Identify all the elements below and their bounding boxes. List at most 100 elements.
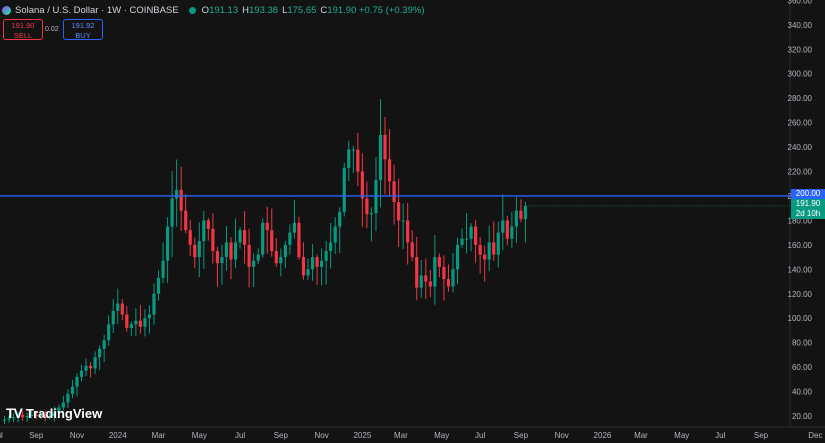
- symbol-header: Solana / U.S. Dollar · 1W · COINBASE O19…: [2, 3, 424, 17]
- tradingview-logo[interactable]: TV TradingView: [6, 405, 102, 421]
- candle-body: [52, 412, 56, 416]
- candle-body: [383, 134, 387, 160]
- candle-body: [519, 210, 523, 220]
- candle-body: [261, 222, 265, 255]
- high-value: 193.38: [249, 4, 279, 16]
- candle-body: [451, 269, 455, 287]
- candle-body: [342, 167, 346, 212]
- time-tick-label: Sep: [754, 431, 769, 440]
- candle-body: [175, 189, 179, 199]
- candle-body: [464, 238, 469, 240]
- candle-body: [270, 230, 274, 251]
- candle-body: [238, 230, 242, 243]
- ohlc-values: O191.13 H193.38 L175.65 C191.90 +0.75 (+…: [201, 4, 425, 16]
- candle-body: [387, 159, 392, 182]
- candle-body: [206, 220, 210, 229]
- candle-body: [220, 257, 224, 264]
- candle-body: [356, 149, 360, 172]
- candle-body: [315, 257, 319, 267]
- candle-body: [134, 320, 138, 325]
- time-tick-label: Jul: [475, 431, 485, 440]
- candle-body: [224, 242, 229, 258]
- horizontal-line-price-tag[interactable]: 200.00: [791, 189, 825, 199]
- tradingview-logo-icon: TV: [6, 405, 23, 421]
- candle-body: [492, 242, 496, 255]
- candle-body: [193, 244, 197, 258]
- candle-body: [211, 228, 215, 251]
- candle-body: [256, 254, 260, 261]
- candle-body: [419, 275, 423, 288]
- candle-body: [347, 149, 351, 168]
- candle-body: [2, 419, 7, 421]
- candle-body: [320, 260, 324, 267]
- candle-body: [138, 320, 142, 327]
- price-tick-label: 180.00: [788, 216, 813, 225]
- candle-body: [446, 279, 451, 287]
- buy-button[interactable]: 191.92 BUY: [63, 19, 103, 40]
- time-tick-label: 2025: [353, 431, 371, 440]
- candle-body: [179, 189, 183, 211]
- candle-body: [333, 226, 337, 243]
- candle-body: [165, 226, 170, 261]
- price-tick-label: 360.00: [788, 0, 813, 5]
- candle-body: [11, 417, 16, 419]
- candle-body: [233, 242, 238, 260]
- candle-body: [510, 226, 514, 239]
- candle-body: [111, 310, 115, 325]
- price-tick-label: 300.00: [788, 70, 813, 79]
- candle-body: [274, 250, 278, 264]
- candle-body: [247, 244, 251, 267]
- candle-body: [242, 230, 247, 245]
- sell-price: 191.90: [11, 21, 35, 30]
- candle-body: [75, 376, 79, 387]
- candle-body: [369, 213, 374, 215]
- price-tick-label: 260.00: [788, 119, 813, 128]
- candle-body: [415, 257, 419, 288]
- candle-body: [360, 171, 364, 199]
- candle-body: [392, 181, 396, 203]
- candle-body: [460, 238, 464, 245]
- candle-body: [288, 232, 292, 245]
- close-value: 191.90 +0.75 (+0.39%): [327, 4, 425, 16]
- candle-body: [487, 242, 491, 260]
- time-tick-label: Jul: [235, 431, 245, 440]
- candle-body: [397, 202, 401, 221]
- candle-body: [57, 407, 61, 413]
- candle-body: [102, 340, 106, 349]
- price-tick-label: 60.00: [792, 363, 813, 372]
- candle-body: [143, 318, 147, 327]
- candle-body: [21, 414, 25, 418]
- time-tick-label: Sep: [514, 431, 529, 440]
- candle-body: [455, 244, 460, 270]
- candle-body: [39, 414, 43, 416]
- spread-value: 0.02: [45, 26, 59, 33]
- candle-body: [16, 414, 20, 418]
- candle-body: [297, 222, 301, 258]
- candle-body: [161, 260, 165, 278]
- time-tick-label: Dec: [808, 431, 822, 440]
- candle-body: [215, 250, 220, 264]
- candle-body: [152, 293, 156, 315]
- candle-body: [310, 257, 315, 270]
- low-value: 175.65: [287, 4, 317, 16]
- logo-text: TradingView: [25, 405, 103, 421]
- time-tick-label: 2026: [594, 431, 612, 440]
- candle-body: [147, 314, 152, 319]
- candle-body: [283, 244, 287, 258]
- price-tick-label: 220.00: [788, 168, 813, 177]
- candle-body: [61, 402, 65, 408]
- buy-price: 191.92: [71, 21, 95, 30]
- candle-body: [338, 211, 342, 227]
- candle-body: [292, 222, 297, 233]
- time-tick-label: Jul: [0, 431, 3, 440]
- price-tick-label: 240.00: [788, 143, 813, 152]
- candle-body: [351, 149, 355, 151]
- symbol-title[interactable]: Solana / U.S. Dollar · 1W · COINBASE: [15, 4, 179, 16]
- price-tick-label: 20.00: [792, 412, 813, 421]
- sell-button[interactable]: 191.90 SELL: [3, 19, 43, 40]
- time-tick-label: Sep: [274, 431, 289, 440]
- candle-body: [116, 303, 120, 311]
- candle-body: [34, 414, 38, 416]
- candle-body: [523, 205, 528, 220]
